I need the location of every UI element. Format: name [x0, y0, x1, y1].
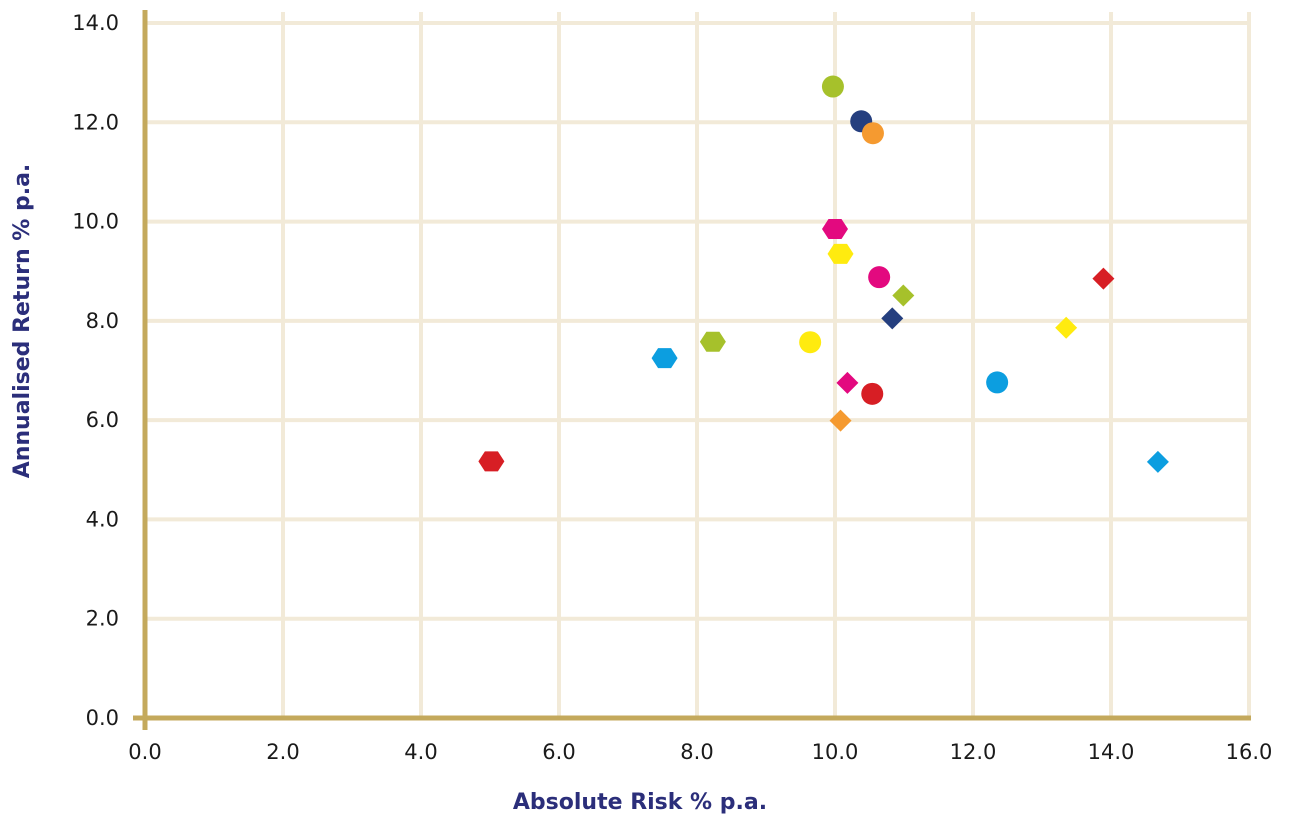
data-point-hexagon — [822, 219, 848, 240]
y-tick-label: 14.0 — [72, 11, 119, 35]
y-tick-label: 10.0 — [72, 210, 119, 234]
x-tick-label: 14.0 — [1088, 740, 1135, 764]
x-tick-label: 2.0 — [266, 740, 299, 764]
data-point-hexagon — [478, 451, 505, 472]
x-tick-label: 8.0 — [680, 740, 713, 764]
x-tick-label: 16.0 — [1226, 740, 1273, 764]
data-point-diamond — [1146, 450, 1169, 473]
x-tick-label: 4.0 — [404, 740, 437, 764]
y-tick-label: 12.0 — [72, 110, 119, 134]
data-points — [478, 75, 1169, 473]
data-point-circle — [821, 75, 844, 98]
x-axis-title: Absolute Risk % p.a. — [513, 790, 767, 815]
data-point-circle — [868, 266, 891, 289]
data-point-hexagon — [827, 243, 854, 264]
data-point-diamond — [1055, 316, 1078, 339]
data-point-circle — [861, 122, 884, 145]
data-point-diamond — [1092, 267, 1115, 290]
data-point-diamond — [881, 307, 904, 330]
data-point-diamond — [836, 371, 859, 394]
data-point-hexagon — [651, 348, 678, 369]
x-tick-label: 0.0 — [128, 740, 161, 764]
tick-labels: 0.0 2.0 4.0 6.0 8.0 10.0 12.0 14.0 16.0 0.0 2.0 4.0… — [72, 11, 1272, 764]
y-tick-label: 0.0 — [86, 706, 119, 730]
y-tick-label: 8.0 — [86, 309, 119, 333]
data-point-diamond — [892, 284, 915, 307]
x-tick-label: 12.0 — [950, 740, 997, 764]
data-point-hexagon — [699, 331, 726, 352]
x-tick-label: 10.0 — [812, 740, 859, 764]
data-point-circle — [861, 382, 884, 405]
x-tick-label: 6.0 — [542, 740, 575, 764]
data-point-circle — [986, 371, 1009, 394]
y-tick-label: 4.0 — [86, 507, 119, 531]
y-tick-label: 6.0 — [86, 408, 119, 432]
y-tick-label: 2.0 — [86, 607, 119, 631]
data-point-diamond — [829, 409, 852, 432]
y-axis-title: Annualised Return % p.a. — [10, 164, 35, 479]
grid-lines — [145, 12, 1251, 718]
data-point-circle — [799, 331, 822, 354]
axes — [133, 10, 1251, 730]
